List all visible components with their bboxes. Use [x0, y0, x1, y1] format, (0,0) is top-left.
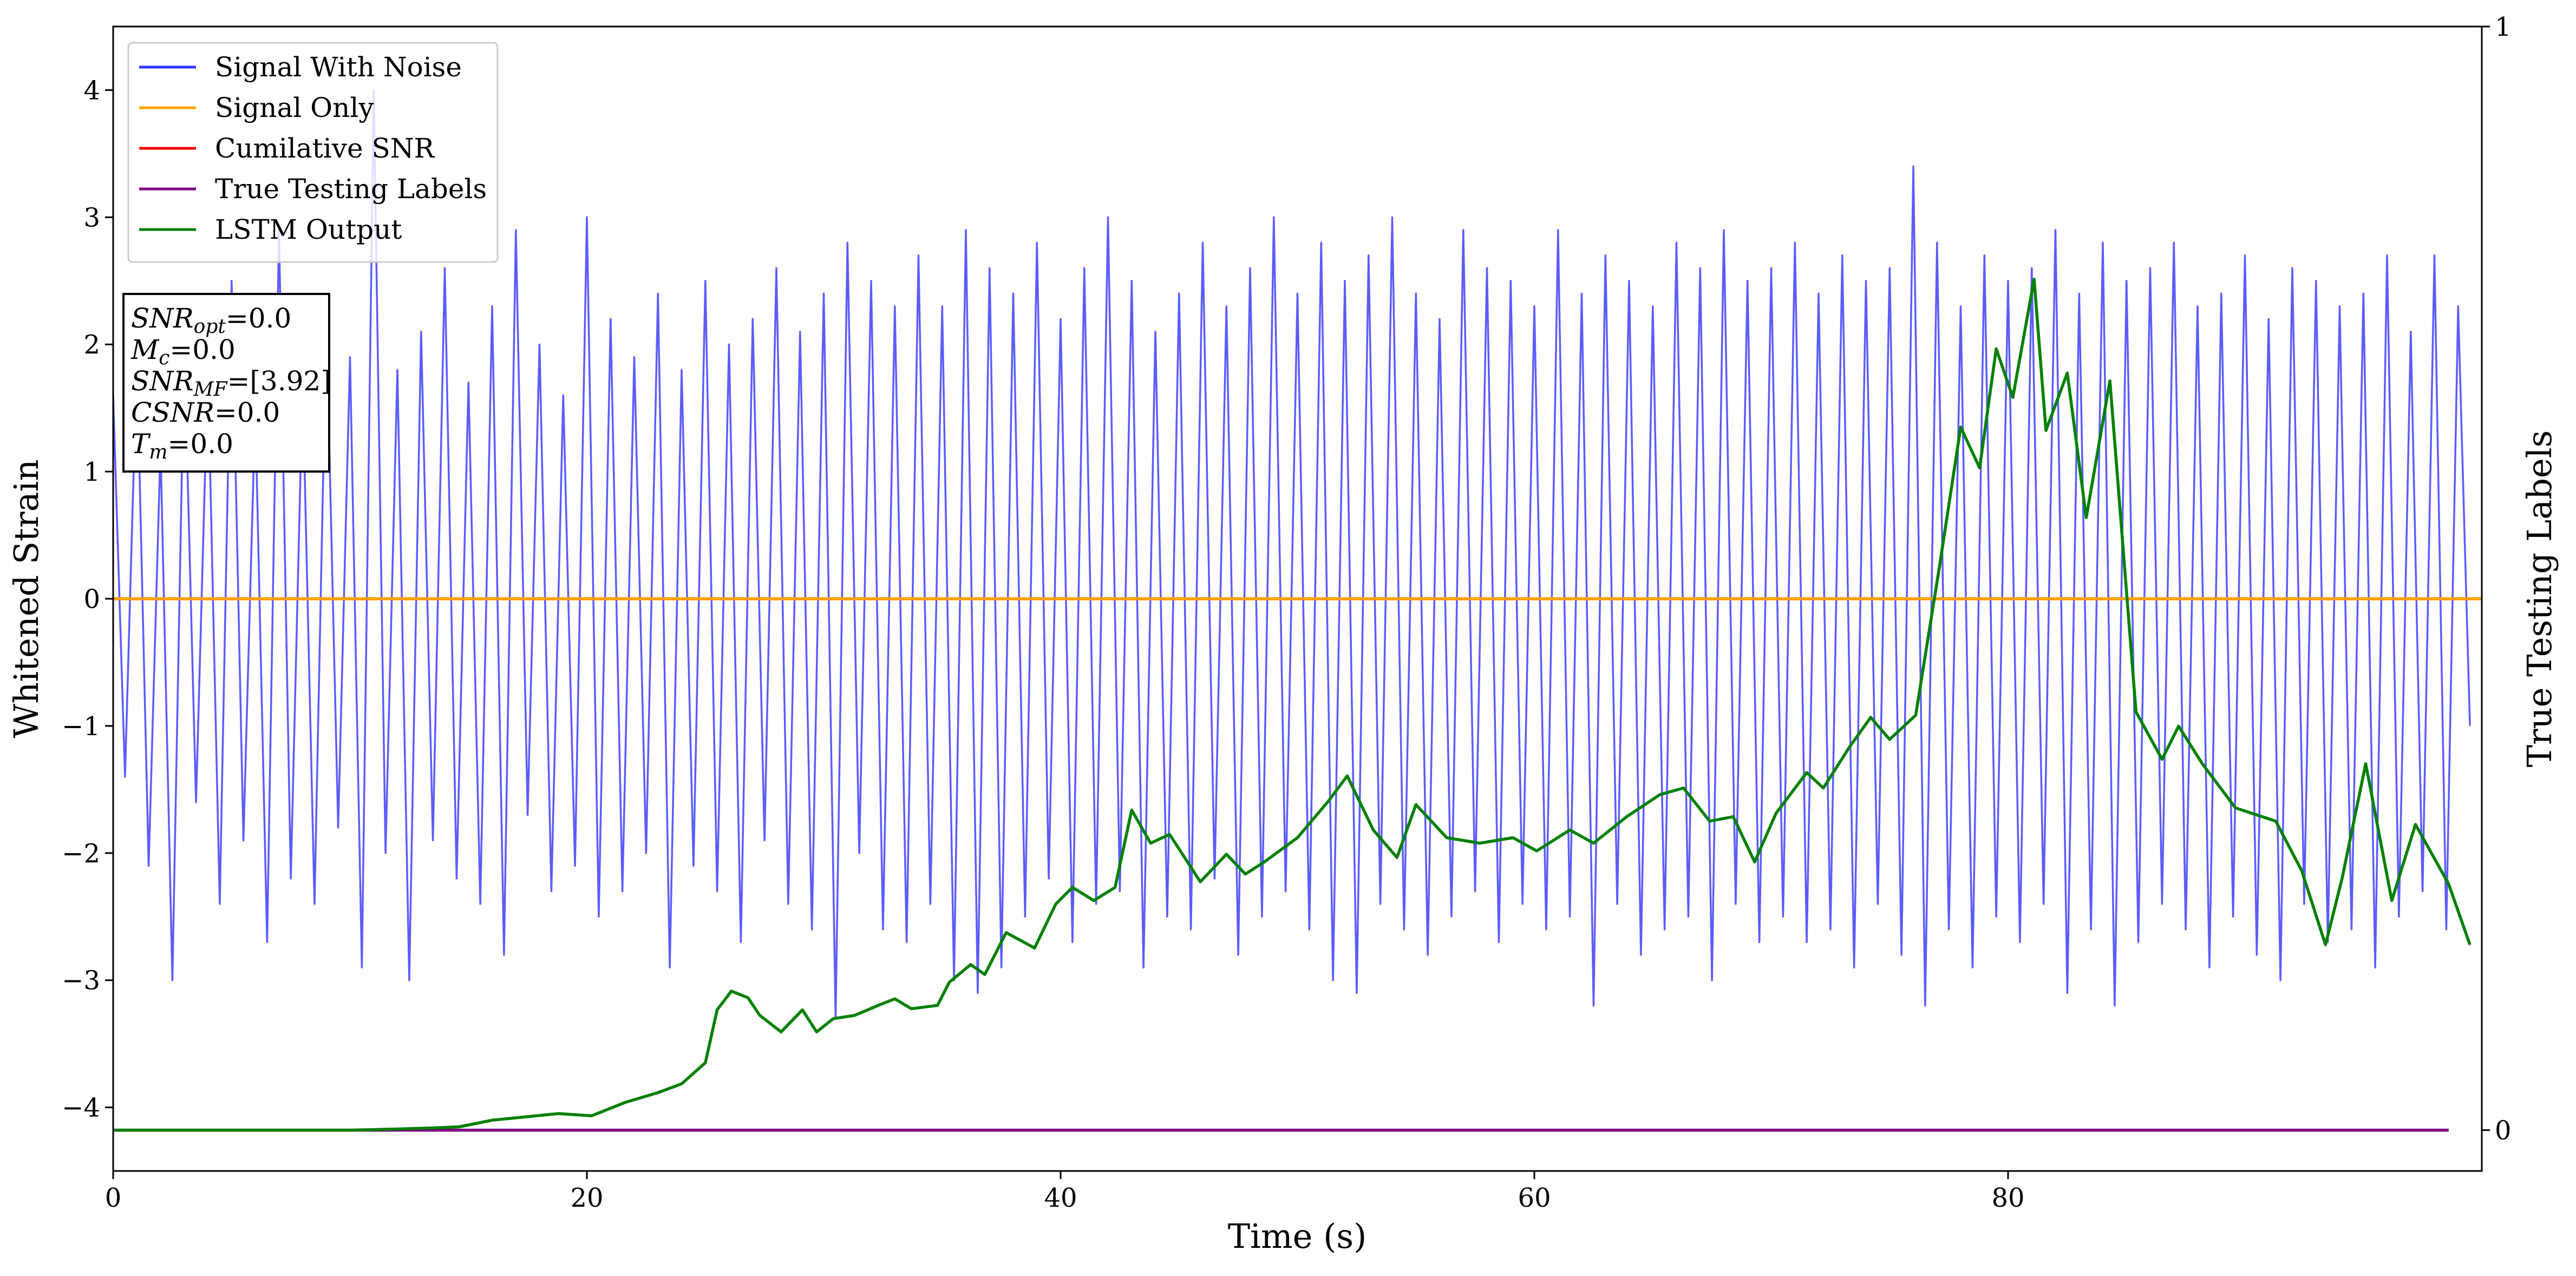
y-tick-label: 1: [83, 457, 100, 487]
x-axis-label: Time (s): [1228, 1216, 1367, 1256]
legend-label: LSTM Output: [215, 214, 402, 245]
annotation-symbol: SNR: [131, 303, 194, 334]
annotation-symbol: T: [131, 428, 151, 460]
annotation-value: =0.0: [169, 334, 235, 365]
y2-tick-label: 0: [2495, 1116, 2512, 1146]
annotation-symbol: M: [130, 334, 160, 365]
legend-label: True Testing Labels: [215, 173, 487, 205]
y-tick-label: 4: [83, 75, 100, 106]
y-tick-label: 0: [83, 584, 100, 614]
annotation-value: =0.0: [226, 303, 291, 334]
annotation-text: SNRopt=0.0: [131, 303, 291, 338]
annotation-subscript: MF: [193, 378, 228, 401]
x-tick-label: 0: [105, 1183, 122, 1213]
x-tick-label: 60: [1518, 1183, 1551, 1213]
annotation-value: =0.0: [214, 397, 280, 428]
y2-axis-label: True Testing Labels: [2520, 430, 2559, 768]
y-tick-label: −3: [62, 966, 100, 996]
y-tick-label: −2: [62, 839, 100, 869]
annotation-text: CSNR=0.0: [131, 397, 280, 428]
legend-label: Signal Only: [215, 92, 374, 123]
legend-box: [127, 42, 499, 263]
annotation-subscript: m: [149, 441, 167, 463]
legend-label: Cumilative SNR: [215, 133, 435, 164]
annotation-box: [122, 293, 330, 473]
y-tick-label: 2: [83, 330, 100, 360]
series-line: [113, 278, 2472, 1132]
annotation-text: SNRMF=[3.92]: [131, 365, 331, 401]
legend-label: Signal With Noise: [215, 51, 462, 83]
y-tick-label: −4: [62, 1093, 100, 1123]
y-tick-label: 3: [83, 202, 100, 233]
x-tick-label: 20: [570, 1183, 603, 1213]
annotation-text: Mc=0.0: [130, 334, 236, 369]
annotation-subscript: c: [159, 347, 169, 369]
annotation-value: =0.0: [168, 428, 233, 460]
annotation-text: Tm=0.0: [131, 428, 233, 463]
y2-tick-label: 1: [2495, 12, 2512, 42]
annotation-subscript: opt: [194, 316, 226, 338]
y-axis-label: Whitened Strain: [6, 460, 46, 738]
x-tick-label: 80: [1991, 1183, 2024, 1213]
y-tick-label: −1: [62, 711, 100, 742]
x-tick-label: 40: [1044, 1183, 1077, 1213]
annotation-symbol: SNR: [131, 365, 194, 397]
annotation-value: =[3.92]: [227, 365, 331, 397]
annotation-symbol: CSNR: [131, 397, 214, 428]
series-line: [113, 89, 2471, 1019]
